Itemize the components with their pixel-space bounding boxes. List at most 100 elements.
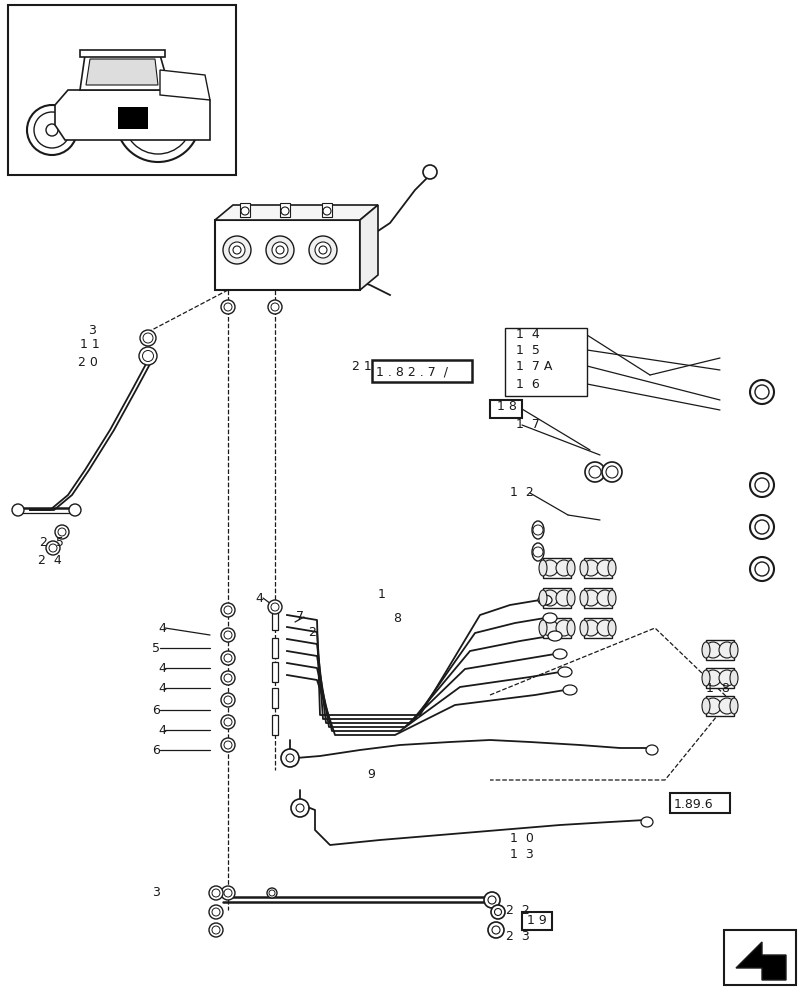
Polygon shape [160, 70, 210, 100]
Bar [723, 930, 795, 985]
Ellipse shape [579, 590, 587, 606]
Circle shape [423, 165, 436, 179]
Circle shape [229, 242, 245, 258]
Text: 1 . 8 2 . 7  /: 1 . 8 2 . 7 / [375, 365, 448, 378]
Circle shape [139, 330, 156, 346]
Text: 6: 6 [152, 704, 160, 716]
Text: 1  0: 1 0 [509, 832, 533, 844]
Circle shape [541, 590, 557, 606]
Circle shape [749, 515, 773, 539]
Bar [272, 638, 277, 658]
Text: 4: 4 [158, 621, 165, 635]
Ellipse shape [531, 521, 543, 539]
Text: 4: 4 [158, 662, 165, 674]
Circle shape [281, 749, 298, 767]
Circle shape [749, 557, 773, 581]
Ellipse shape [729, 698, 737, 714]
Circle shape [272, 242, 288, 258]
Circle shape [266, 236, 294, 264]
Ellipse shape [539, 560, 547, 576]
Circle shape [221, 693, 234, 707]
Circle shape [46, 541, 60, 555]
Circle shape [208, 886, 223, 900]
Text: 1  4: 1 4 [515, 328, 539, 342]
Circle shape [487, 922, 504, 938]
Ellipse shape [640, 817, 652, 827]
Circle shape [582, 590, 599, 606]
Text: 2  5: 2 5 [40, 536, 64, 550]
Bar [118, 107, 148, 129]
Ellipse shape [539, 620, 547, 636]
Polygon shape [735, 942, 785, 980]
Text: 1 9: 1 9 [526, 914, 546, 928]
Circle shape [596, 590, 612, 606]
Ellipse shape [702, 642, 709, 658]
Bar [583, 618, 611, 638]
Bar [583, 588, 611, 608]
Text: 3: 3 [152, 886, 160, 900]
Ellipse shape [702, 670, 709, 686]
Ellipse shape [579, 560, 587, 576]
Bar [705, 640, 733, 660]
Polygon shape [86, 59, 158, 85]
Circle shape [541, 620, 557, 636]
Polygon shape [215, 205, 378, 220]
Bar [8, 5, 236, 175]
Bar [272, 610, 277, 630]
Text: 2  3: 2 3 [505, 930, 529, 944]
Circle shape [483, 892, 500, 908]
Circle shape [704, 670, 720, 686]
Bar [583, 558, 611, 578]
Text: 1  2: 1 2 [509, 487, 533, 499]
Bar [543, 558, 570, 578]
Ellipse shape [702, 698, 709, 714]
Ellipse shape [607, 560, 616, 576]
Bar [543, 588, 570, 608]
Circle shape [718, 670, 734, 686]
Circle shape [556, 560, 571, 576]
Circle shape [718, 642, 734, 658]
Text: 2 1: 2 1 [351, 360, 371, 373]
Ellipse shape [547, 631, 561, 641]
Ellipse shape [607, 590, 616, 606]
Circle shape [309, 236, 337, 264]
Ellipse shape [538, 595, 551, 605]
Circle shape [55, 525, 69, 539]
Circle shape [208, 923, 223, 937]
Bar [705, 696, 733, 716]
Circle shape [34, 112, 70, 148]
Polygon shape [55, 90, 210, 140]
Circle shape [12, 504, 24, 516]
Circle shape [749, 380, 773, 404]
Circle shape [556, 620, 571, 636]
Text: 1.89.6: 1.89.6 [673, 798, 713, 810]
Circle shape [221, 738, 234, 752]
Circle shape [704, 698, 720, 714]
Bar [280, 203, 290, 217]
Ellipse shape [729, 670, 737, 686]
Circle shape [46, 124, 58, 136]
Circle shape [315, 242, 331, 258]
Text: 4: 4 [158, 682, 165, 694]
Circle shape [556, 590, 571, 606]
Text: 1  5: 1 5 [515, 344, 539, 357]
Circle shape [208, 905, 223, 919]
Text: 5: 5 [152, 642, 160, 654]
Circle shape [582, 620, 599, 636]
Ellipse shape [566, 590, 574, 606]
Polygon shape [80, 55, 169, 90]
Text: 2  4: 2 4 [38, 554, 62, 566]
Bar [215, 220, 359, 290]
Circle shape [290, 799, 309, 817]
Polygon shape [359, 205, 378, 290]
Text: 1 8: 1 8 [496, 400, 517, 414]
Circle shape [268, 300, 281, 314]
Text: 9: 9 [367, 768, 375, 782]
Text: 3: 3 [88, 324, 96, 336]
Text: 2  2: 2 2 [505, 904, 529, 916]
Circle shape [221, 628, 234, 642]
Ellipse shape [729, 642, 737, 658]
Bar [489, 400, 521, 418]
Circle shape [221, 886, 234, 900]
Circle shape [223, 236, 251, 264]
